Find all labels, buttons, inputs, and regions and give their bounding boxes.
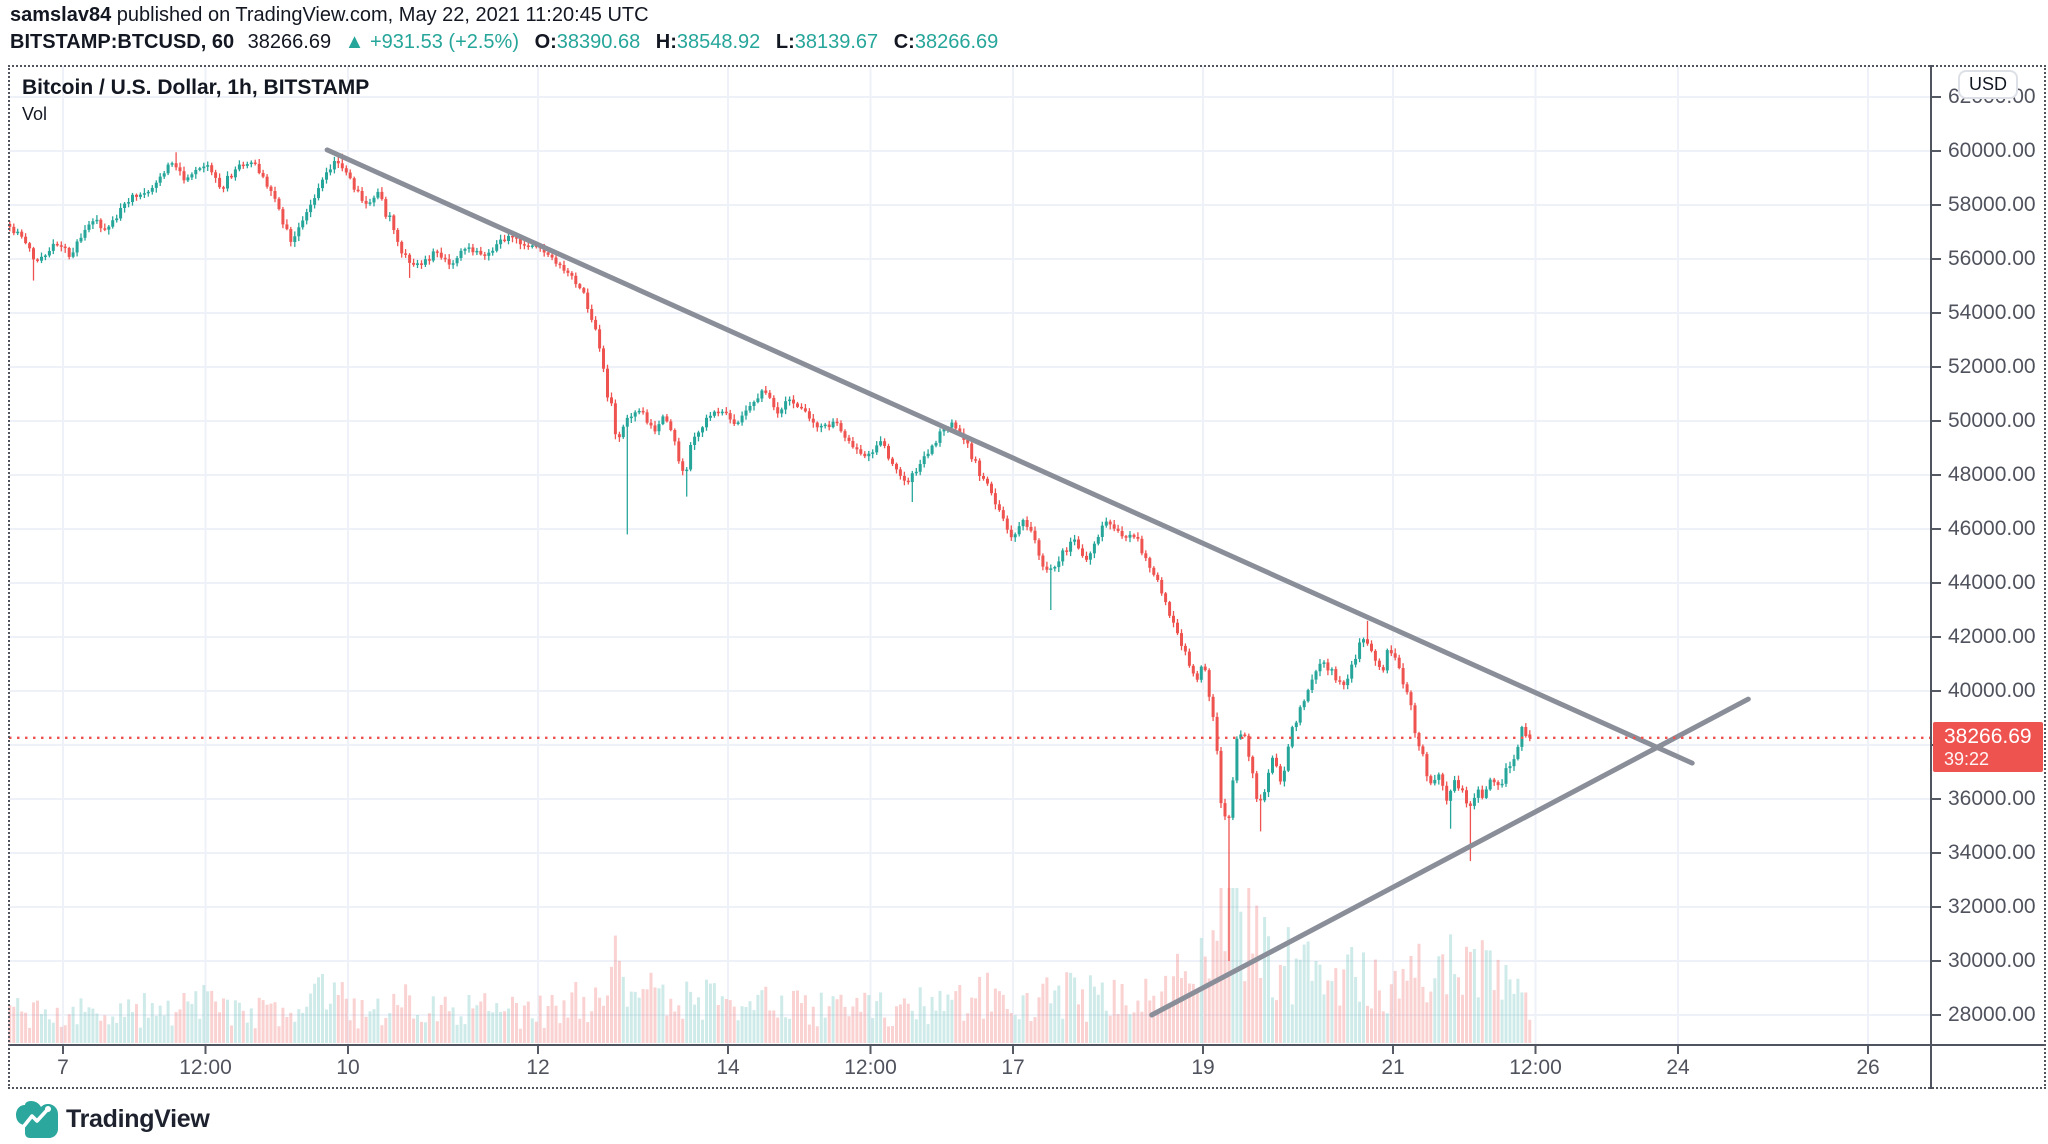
price-axis-label: 54000.00	[1948, 301, 2036, 324]
legend-volume-indicator[interactable]: Vol	[22, 104, 48, 124]
time-axis-separator	[8, 1044, 2046, 1046]
tradingview-logo-text: TradingView	[66, 1104, 210, 1133]
time-axis-label: 21	[1381, 1056, 1405, 1079]
high-label: H:	[655, 31, 677, 53]
up-arrow-icon: ▲	[344, 31, 365, 53]
time-axis-label: 12	[526, 1056, 550, 1079]
price-axis-label: 46000.00	[1948, 517, 2036, 540]
publish-info: samslav84 published on TradingView.com, …	[10, 4, 649, 27]
price-axis-label: 34000.00	[1948, 841, 2036, 864]
time-axis-label: 19	[1191, 1056, 1215, 1079]
current-price-value: 38266.69	[1944, 724, 2032, 748]
price-axis-label: 32000.00	[1948, 895, 2036, 918]
price-axis-label: 58000.00	[1948, 193, 2036, 216]
price-axis-label: 60000.00	[1948, 139, 2036, 162]
bar-countdown: 39:22	[1944, 748, 1990, 769]
time-axis-label: 12:00	[1509, 1056, 1562, 1079]
price-axis-separator	[1930, 65, 1932, 1089]
symbol-info-row: BITSTAMP:BTCUSD, 60 38266.69 ▲ +931.53 (…	[10, 31, 998, 54]
price-axis-label: 42000.00	[1948, 625, 2036, 648]
price-axis-label: 48000.00	[1948, 463, 2036, 486]
current-price-label: 38266.69 39:22	[1933, 721, 2043, 772]
price-axis-label: 40000.00	[1948, 679, 2036, 702]
axis-tick-marks	[62, 96, 1941, 1054]
currency-unit-badge: USD	[1958, 70, 2019, 99]
low-label: L:	[775, 31, 795, 53]
time-axis-label: 12:00	[179, 1056, 232, 1079]
grid-layer	[9, 66, 1930, 1044]
time-axis-label: 26	[1856, 1056, 1880, 1079]
price-axis-label: 30000.00	[1948, 949, 2036, 972]
price-axis-label: 28000.00	[1948, 1003, 2036, 1026]
time-axis-label: 10	[336, 1056, 360, 1079]
trendlines-layer[interactable]	[324, 147, 1751, 1018]
tradingview-logo-icon	[16, 1101, 58, 1138]
price-axis-label: 36000.00	[1948, 787, 2036, 810]
tradingview-logo[interactable]: TradingView	[16, 1100, 210, 1138]
close-value: 38266.69	[914, 31, 999, 53]
publish-text: published on TradingView.com, May 22, 20…	[111, 4, 649, 26]
time-axis-label: 24	[1666, 1056, 1690, 1079]
symbol-interval: BITSTAMP:BTCUSD, 60	[10, 31, 235, 53]
author-username: samslav84	[10, 4, 112, 26]
time-axis-label: 14	[716, 1056, 740, 1079]
last-price: 38266.69	[247, 31, 332, 53]
open-label: O:	[534, 31, 557, 53]
close-label: C:	[893, 31, 915, 53]
price-axis-label: 52000.00	[1948, 355, 2036, 378]
open-value: 38390.68	[556, 31, 641, 53]
time-axis-label: 7	[57, 1056, 69, 1079]
price-axis-label: 50000.00	[1948, 409, 2036, 432]
volume-layer	[8, 888, 1532, 1043]
low-value: 38139.67	[794, 31, 879, 53]
high-value: 38548.92	[676, 31, 761, 53]
price-change: +931.53 (+2.5%)	[370, 31, 519, 53]
time-axis-label: 12:00	[844, 1056, 897, 1079]
time-axis-label: 17	[1001, 1056, 1025, 1079]
legend-symbol-title[interactable]: Bitcoin / U.S. Dollar, 1h, BITSTAMP	[22, 76, 370, 99]
price-axis-label: 44000.00	[1948, 571, 2036, 594]
price-axis-label: 56000.00	[1948, 247, 2036, 270]
candles-layer	[8, 152, 1532, 961]
